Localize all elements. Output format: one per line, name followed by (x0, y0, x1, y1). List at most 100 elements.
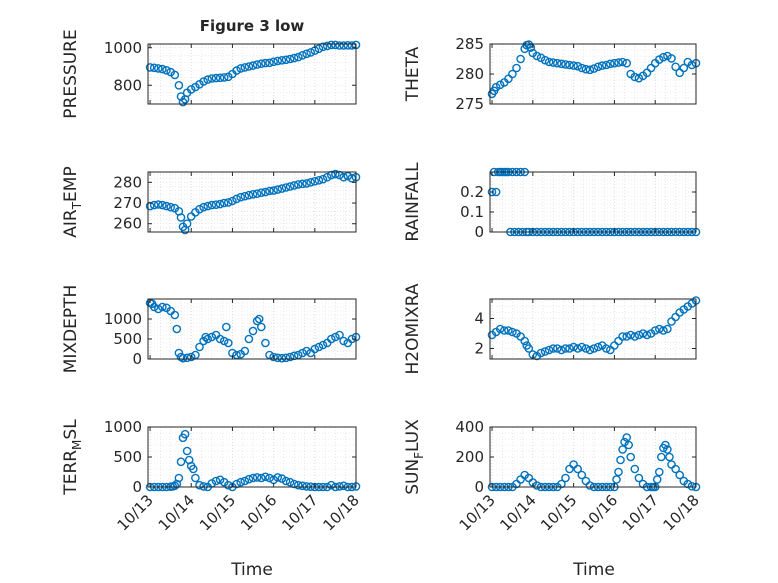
data-point (281, 183, 291, 192)
y-axis-label-rest: LUX (403, 419, 423, 452)
data-point (182, 219, 192, 228)
data-point (285, 477, 295, 487)
data-point (269, 352, 278, 362)
data-point (223, 338, 233, 348)
data-point (659, 326, 668, 335)
data-point (285, 54, 295, 64)
data-point (236, 64, 245, 73)
data-point (618, 57, 627, 67)
data-point (170, 310, 180, 320)
data-point (273, 185, 283, 194)
data-point (331, 40, 340, 50)
y-tick-label: 0 (132, 350, 142, 368)
data-point (265, 186, 274, 196)
data-point (652, 475, 662, 484)
data-point (318, 340, 328, 350)
data-point (232, 194, 241, 204)
data-point (162, 201, 171, 211)
data-point (487, 187, 497, 197)
data-point (318, 174, 328, 184)
data-point (335, 41, 344, 50)
data-point (207, 332, 217, 342)
data-point (203, 75, 212, 84)
y-axis-label-subscript: F (412, 452, 426, 459)
y-tick-label: 280 (455, 65, 484, 83)
y-tick-label: 0 (474, 478, 484, 496)
data-point (180, 429, 190, 439)
data-point (532, 51, 542, 61)
data-point (318, 42, 328, 52)
y-tick-label: 0.2 (460, 183, 484, 201)
data-point (293, 480, 303, 490)
data-point (261, 472, 270, 482)
data-point (265, 473, 274, 483)
data-point (577, 63, 587, 73)
data-point (203, 334, 212, 344)
y-axis-label-7: TERRMSL (61, 419, 84, 496)
data-point (302, 346, 311, 356)
data-point (211, 73, 221, 83)
data-point (236, 192, 245, 202)
data-point (158, 64, 167, 74)
y-tick-label: 1000 (104, 310, 142, 328)
data-point (149, 200, 159, 210)
subplot-6: 2 4 H2OMIXRA (403, 283, 701, 375)
data-point (665, 452, 674, 462)
data-point (252, 189, 262, 198)
y-axis-label-rest: SL (61, 419, 81, 440)
data-point (659, 52, 668, 62)
y-axis-label-5: MIXDEPTH (61, 285, 81, 374)
axes-box (147, 298, 357, 360)
data-point (199, 482, 208, 491)
subplot-2: 275 280 285 THETA (403, 35, 701, 113)
data-point (661, 440, 670, 450)
data-point (195, 480, 204, 490)
y-axis-label-rest: EMP (61, 166, 81, 202)
data-point (630, 332, 640, 341)
data-point (642, 330, 652, 340)
data-point (215, 334, 225, 344)
data-point (178, 353, 188, 363)
data-point (269, 186, 278, 195)
data-point (273, 473, 283, 482)
data-point (281, 55, 291, 65)
data-point (573, 61, 583, 71)
data-point (232, 479, 241, 489)
data-point (339, 172, 348, 182)
y-tick-label: 270 (113, 194, 142, 212)
data-point (671, 62, 680, 72)
data-point (339, 336, 348, 346)
data-point (573, 464, 583, 474)
data-point (281, 353, 291, 363)
data-point (544, 57, 554, 67)
data-point (314, 175, 324, 185)
data-point (153, 200, 163, 209)
y-tick-label: 400 (455, 418, 484, 436)
data-point (548, 344, 558, 353)
data-point (508, 327, 517, 337)
data-point (602, 60, 611, 70)
data-point (663, 324, 672, 334)
data-point (145, 201, 155, 211)
data-point (207, 200, 217, 210)
data-point (565, 344, 574, 353)
data-point (504, 326, 513, 335)
y-axis-label-4: RAINFALL (403, 162, 423, 242)
data-point (240, 63, 250, 72)
data-point (302, 482, 311, 491)
y-axis-label-2: THETA (403, 46, 423, 102)
data-point (622, 332, 632, 341)
data-point (289, 181, 299, 190)
data-point (211, 200, 221, 209)
data-point (624, 440, 634, 450)
y-axis-label-3: AIRTEMP (61, 166, 84, 237)
data-point (158, 200, 167, 210)
data-point (626, 452, 636, 462)
data-point (671, 464, 680, 474)
data-point (293, 52, 303, 62)
data-point (675, 470, 685, 480)
data-point (166, 202, 175, 212)
data-point (248, 189, 258, 199)
data-point (618, 445, 627, 454)
data-point (306, 48, 316, 57)
